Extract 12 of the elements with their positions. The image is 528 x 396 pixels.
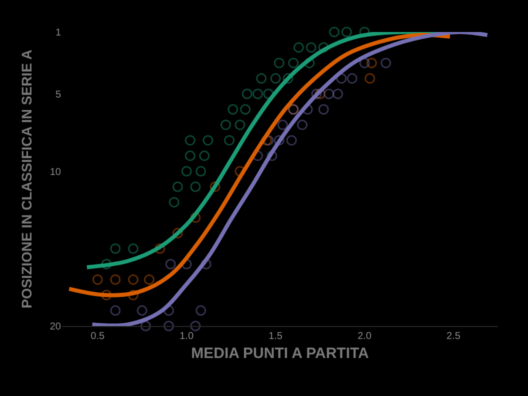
y-axis-title: POSIZIONE IN CLASSIFICA IN SERIE A [18,50,34,308]
y-tick-label: 5 [55,89,62,100]
x-tick-label: 2.5 [446,331,461,342]
x-tick-label: 1.5 [268,331,283,342]
x-tick-label: 2.0 [358,331,372,342]
x-axis-title: MEDIA PUNTI A PARTITA [191,345,370,362]
x-tick-label: 0.5 [90,331,105,342]
y-tick-label: 10 [50,166,62,178]
y-tick-label: 20 [50,322,62,332]
x-tick-label: 1.0 [180,331,194,342]
line-series [90,32,490,326]
y-tick-label: 1 [55,28,62,38]
